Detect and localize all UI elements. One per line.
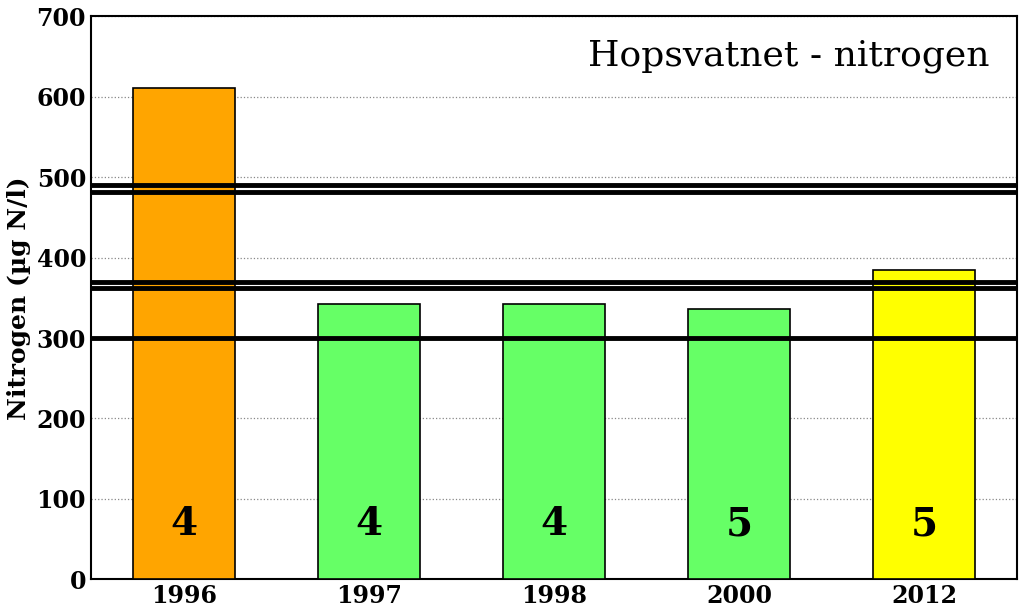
Y-axis label: Nitrogen (µg N/l): Nitrogen (µg N/l) [7, 176, 31, 419]
Text: 4: 4 [355, 505, 383, 543]
Text: 4: 4 [170, 505, 198, 543]
Text: 5: 5 [910, 505, 938, 543]
Bar [503, 304, 605, 579]
Bar [873, 270, 975, 579]
Bar [688, 309, 790, 579]
Bar [133, 88, 234, 579]
Text: Hopsvatnet - nitrogen: Hopsvatnet - nitrogen [588, 39, 989, 73]
Text: 5: 5 [725, 505, 753, 543]
Text: 4: 4 [541, 505, 567, 543]
Bar [318, 304, 420, 579]
